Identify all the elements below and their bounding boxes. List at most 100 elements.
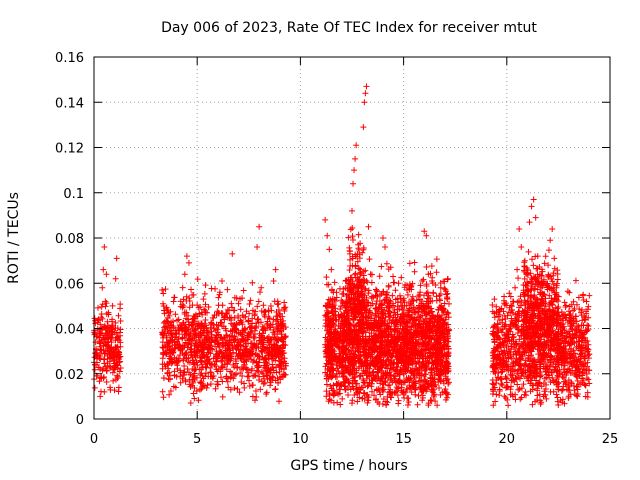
data-point [237,306,244,313]
data-point [396,292,403,299]
data-point [391,389,398,396]
data-point [387,312,394,319]
data-point [337,325,344,332]
data-point [181,309,188,316]
data-point [531,363,538,370]
data-point [263,389,270,396]
data-point [425,292,432,299]
data-point [520,363,527,370]
data-point [194,362,201,369]
data-point [191,360,198,367]
data-point [205,304,212,311]
data-point [410,330,417,337]
data-point [551,355,558,362]
data-point [337,306,344,313]
data-point [197,339,204,346]
data-point [174,358,181,365]
data-point [403,358,410,365]
data-point [114,375,121,382]
data-point [103,367,110,374]
data-point [209,346,216,353]
data-point [491,323,498,330]
data-point [586,380,593,387]
data-point [229,304,236,311]
data-point [367,344,374,351]
data-point [345,391,352,398]
data-point [180,303,187,310]
data-point [437,329,444,336]
data-point [570,307,577,314]
data-point [512,317,519,324]
data-point [270,341,277,348]
data-point [433,351,440,358]
data-point [281,304,288,311]
data-point [416,321,423,328]
data-point [202,317,209,324]
data-point [570,382,577,389]
data-point [372,374,379,381]
data-point [368,295,375,302]
data-point [162,286,169,293]
data-point [394,299,401,306]
data-point [233,326,240,333]
data-point [195,397,202,404]
data-point [106,332,113,339]
data-point [438,346,445,353]
data-point [249,382,256,389]
data-point [517,396,524,403]
data-point [575,366,582,373]
data-point [392,337,399,344]
data-point [275,353,282,360]
data-point [586,367,593,374]
data-point [188,286,195,293]
data-point [202,282,209,289]
data-point [183,298,190,305]
data-point [379,315,386,322]
data-point [188,382,195,389]
data-point [219,336,226,343]
data-point [371,392,378,399]
data-point [234,341,241,348]
data-point [162,326,169,333]
data-point [98,303,105,310]
data-point [521,391,528,398]
data-point [572,362,579,369]
data-point [229,327,236,334]
data-point [445,314,452,321]
data-point [381,378,388,385]
data-point [276,364,283,371]
data-point [434,360,441,367]
data-point [353,386,360,393]
data-point [489,380,496,387]
data-point [398,314,405,321]
data-point [361,358,368,365]
data-point [585,314,592,321]
data-point [437,297,444,304]
data-point [94,317,101,324]
data-point [281,333,288,340]
data-point [168,334,175,341]
data-point [267,369,274,376]
data-point [504,338,511,345]
data-point [426,340,433,347]
data-point [231,333,238,340]
data-point [522,357,529,364]
data-point [268,307,275,314]
data-point [566,342,573,349]
data-point [385,283,392,290]
data-point [266,315,273,322]
data-point [380,288,387,295]
data-point [424,289,431,296]
data-point [372,355,379,362]
data-point [406,260,413,267]
data-point [187,383,194,390]
data-point [100,347,107,354]
data-point [430,383,437,390]
data-point [264,335,271,342]
data-point [514,381,521,388]
data-point [436,292,443,299]
data-point [379,359,386,366]
data-point [362,340,369,347]
data-point [388,371,395,378]
data-point [338,314,345,321]
